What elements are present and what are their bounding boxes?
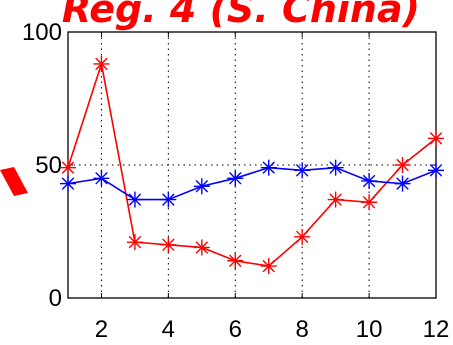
x-tick-label: 10 bbox=[356, 316, 383, 343]
data-point bbox=[294, 228, 311, 245]
data-point bbox=[126, 234, 143, 251]
data-point bbox=[327, 159, 344, 176]
data-point bbox=[227, 170, 244, 187]
series-2 bbox=[60, 159, 444, 208]
data-point bbox=[93, 55, 110, 72]
x-tick-label: 2 bbox=[95, 316, 108, 343]
series-1 bbox=[60, 55, 444, 275]
data-point bbox=[361, 172, 378, 189]
x-tick-label: 12 bbox=[423, 316, 450, 343]
data-point bbox=[428, 162, 444, 179]
y-tick-label: 100 bbox=[22, 19, 62, 46]
data-point bbox=[193, 178, 210, 195]
data-point bbox=[361, 194, 378, 211]
series-line bbox=[67, 63, 437, 267]
data-point bbox=[60, 175, 76, 192]
y-tick-label: 50 bbox=[35, 152, 62, 179]
data-point bbox=[193, 239, 210, 256]
chart-title: Reg. 4 (S. China) bbox=[62, 0, 420, 31]
data-point bbox=[428, 130, 444, 147]
x-tick-label: 6 bbox=[229, 316, 242, 343]
data-point bbox=[160, 191, 177, 208]
data-point bbox=[93, 170, 110, 187]
data-point bbox=[60, 159, 76, 176]
x-tick-label: 4 bbox=[162, 316, 175, 343]
data-point bbox=[227, 252, 244, 269]
data-point bbox=[394, 157, 411, 173]
data-point bbox=[327, 191, 344, 208]
data-point bbox=[394, 175, 411, 192]
data-point bbox=[294, 162, 311, 179]
data-point bbox=[260, 258, 277, 275]
ticks: 2 4 6 8 10 12 0 50 100 bbox=[22, 19, 449, 343]
annotation-arrow bbox=[0, 167, 28, 196]
data-point bbox=[160, 236, 177, 253]
data-point bbox=[260, 159, 277, 176]
series-layer bbox=[60, 55, 444, 275]
data-point bbox=[126, 191, 143, 208]
x-tick-label: 8 bbox=[296, 316, 309, 343]
y-tick-label: 0 bbox=[49, 285, 62, 312]
